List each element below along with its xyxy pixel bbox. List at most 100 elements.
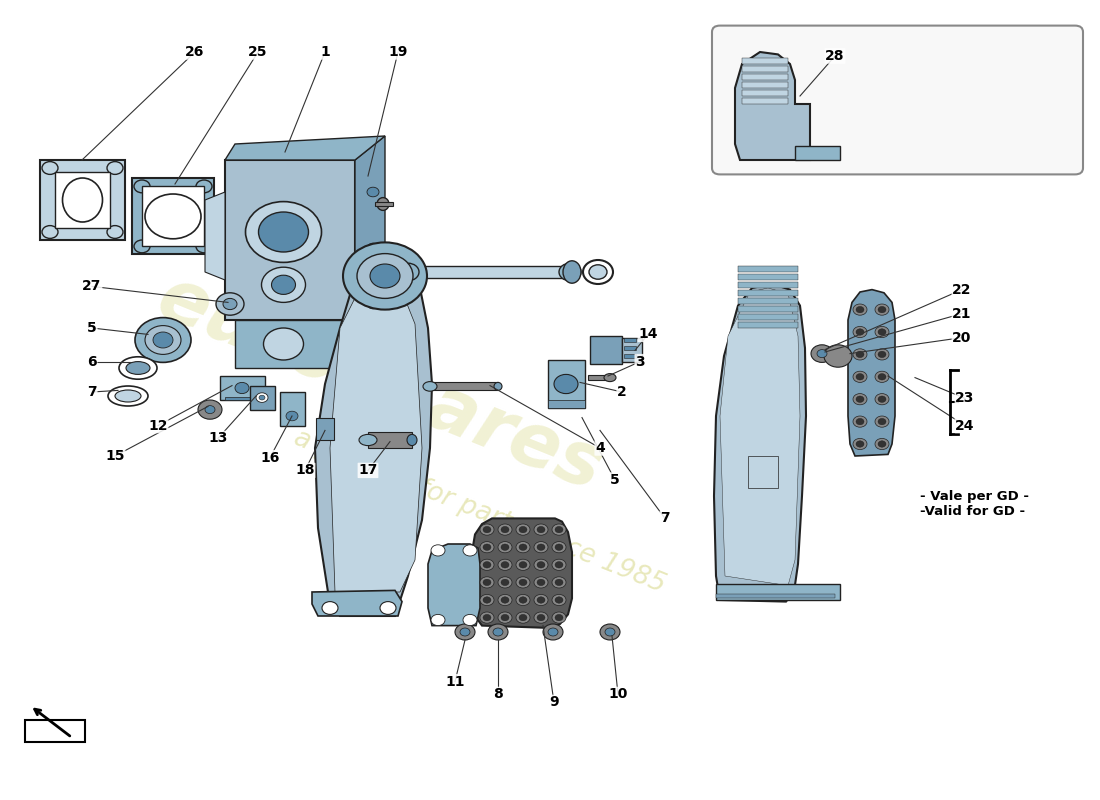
Circle shape [556,614,563,621]
Polygon shape [742,74,788,80]
Polygon shape [738,298,798,304]
Circle shape [537,614,544,621]
Polygon shape [742,98,788,104]
Circle shape [498,594,512,606]
Text: 28: 28 [825,49,845,63]
Text: 9: 9 [549,695,559,710]
Circle shape [480,577,494,588]
Circle shape [488,624,508,640]
Circle shape [480,594,494,606]
Polygon shape [742,66,788,72]
Polygon shape [226,160,355,320]
Circle shape [537,544,544,550]
Circle shape [552,542,567,553]
Circle shape [534,612,548,623]
Ellipse shape [563,261,581,283]
Circle shape [483,526,491,533]
Circle shape [245,202,321,262]
FancyBboxPatch shape [55,172,110,228]
Circle shape [358,254,412,298]
Circle shape [500,579,509,586]
Polygon shape [742,82,788,88]
Ellipse shape [397,263,419,281]
Polygon shape [735,52,810,160]
Circle shape [500,597,509,603]
Circle shape [367,187,380,197]
Circle shape [500,526,509,533]
Circle shape [134,240,150,253]
Circle shape [856,329,864,335]
Polygon shape [748,456,778,488]
Circle shape [852,326,867,338]
Text: 11: 11 [446,674,464,689]
Circle shape [216,293,244,315]
Ellipse shape [119,357,157,379]
Circle shape [480,612,494,623]
Polygon shape [716,594,835,598]
Text: 20: 20 [953,330,971,345]
Text: 27: 27 [82,279,101,294]
Circle shape [878,418,886,425]
Circle shape [856,441,864,447]
Polygon shape [590,336,621,364]
Polygon shape [316,418,334,440]
Circle shape [600,624,620,640]
Polygon shape [720,288,800,586]
Ellipse shape [108,386,148,406]
Circle shape [107,226,123,238]
Circle shape [552,577,567,588]
Circle shape [856,306,864,313]
Circle shape [498,612,512,623]
Circle shape [874,394,889,405]
Circle shape [856,418,864,425]
Text: 24: 24 [955,418,975,433]
Circle shape [852,349,867,360]
Polygon shape [548,400,585,408]
Circle shape [134,180,150,193]
Polygon shape [226,397,260,400]
Circle shape [498,542,512,553]
Ellipse shape [63,178,102,222]
Text: 22: 22 [953,282,971,297]
Circle shape [811,345,833,362]
Circle shape [554,374,578,394]
Circle shape [135,318,191,362]
Polygon shape [368,432,412,448]
Polygon shape [235,320,345,368]
Circle shape [537,597,544,603]
Polygon shape [220,376,265,400]
Text: 21: 21 [953,306,971,321]
Polygon shape [621,338,642,362]
Text: 7: 7 [87,385,97,399]
Circle shape [196,180,212,193]
Text: - Vale per GD -
-Valid for GD -: - Vale per GD - -Valid for GD - [920,490,1028,518]
Circle shape [852,371,867,382]
Circle shape [537,579,544,586]
Circle shape [498,559,512,570]
Circle shape [455,624,475,640]
Text: 19: 19 [388,45,408,59]
Circle shape [874,371,889,382]
Circle shape [264,328,304,360]
Polygon shape [716,584,840,600]
Circle shape [534,524,548,535]
Text: 10: 10 [608,687,628,702]
Polygon shape [548,360,585,408]
Circle shape [878,396,886,402]
Circle shape [516,577,530,588]
Ellipse shape [407,434,417,446]
Polygon shape [588,375,612,380]
Circle shape [498,524,512,535]
Circle shape [552,612,567,623]
Circle shape [874,349,889,360]
Circle shape [367,299,380,309]
Text: eurospares: eurospares [146,262,614,506]
Text: a passion for parts since 1985: a passion for parts since 1985 [290,426,670,598]
Circle shape [519,614,527,621]
Text: 4: 4 [595,441,605,455]
Circle shape [370,264,400,288]
Circle shape [878,351,886,358]
Circle shape [516,612,530,623]
Polygon shape [312,590,402,616]
Circle shape [605,628,615,636]
